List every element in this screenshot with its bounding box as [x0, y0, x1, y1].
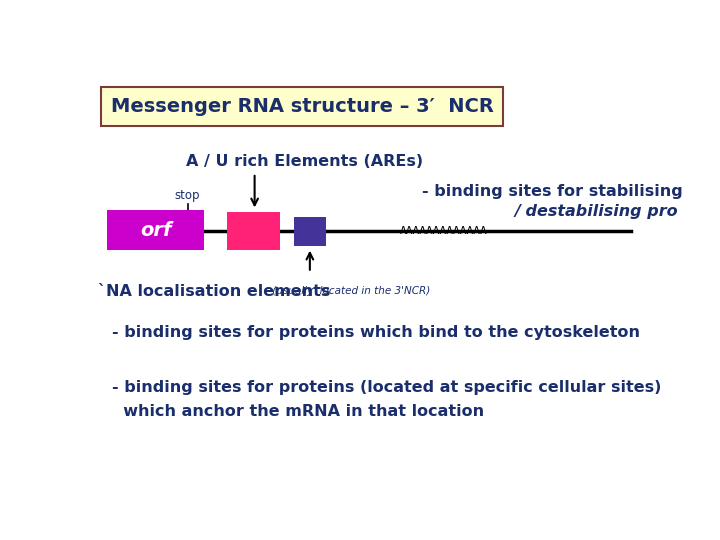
Text: A / U rich Elements (AREs): A / U rich Elements (AREs): [186, 154, 423, 168]
Text: - binding sites for stabilising: - binding sites for stabilising: [422, 184, 683, 199]
Bar: [227, 212, 279, 250]
Bar: [294, 217, 326, 246]
Text: which anchor the mRNA in that location: which anchor the mRNA in that location: [112, 404, 485, 420]
Text: - binding sites for proteins which bind to the cytoskeleton: - binding sites for proteins which bind …: [112, 326, 640, 341]
Text: / destabilising pro: / destabilising pro: [514, 204, 678, 219]
Text: stop: stop: [175, 189, 200, 202]
Text: `NA localisation elements: `NA localisation elements: [99, 284, 330, 299]
Text: Messenger RNA structure – 3′  NCR: Messenger RNA structure – 3′ NCR: [111, 97, 493, 116]
Bar: [107, 210, 204, 250]
Text: - binding sites for proteins (located at specific cellular sites): - binding sites for proteins (located at…: [112, 380, 662, 395]
Text: (usually  located in the 3'NCR): (usually located in the 3'NCR): [269, 286, 430, 296]
Text: AAAAAAAAAAAAA: AAAAAAAAAAAAA: [400, 226, 487, 236]
Text: orf: orf: [140, 220, 171, 240]
